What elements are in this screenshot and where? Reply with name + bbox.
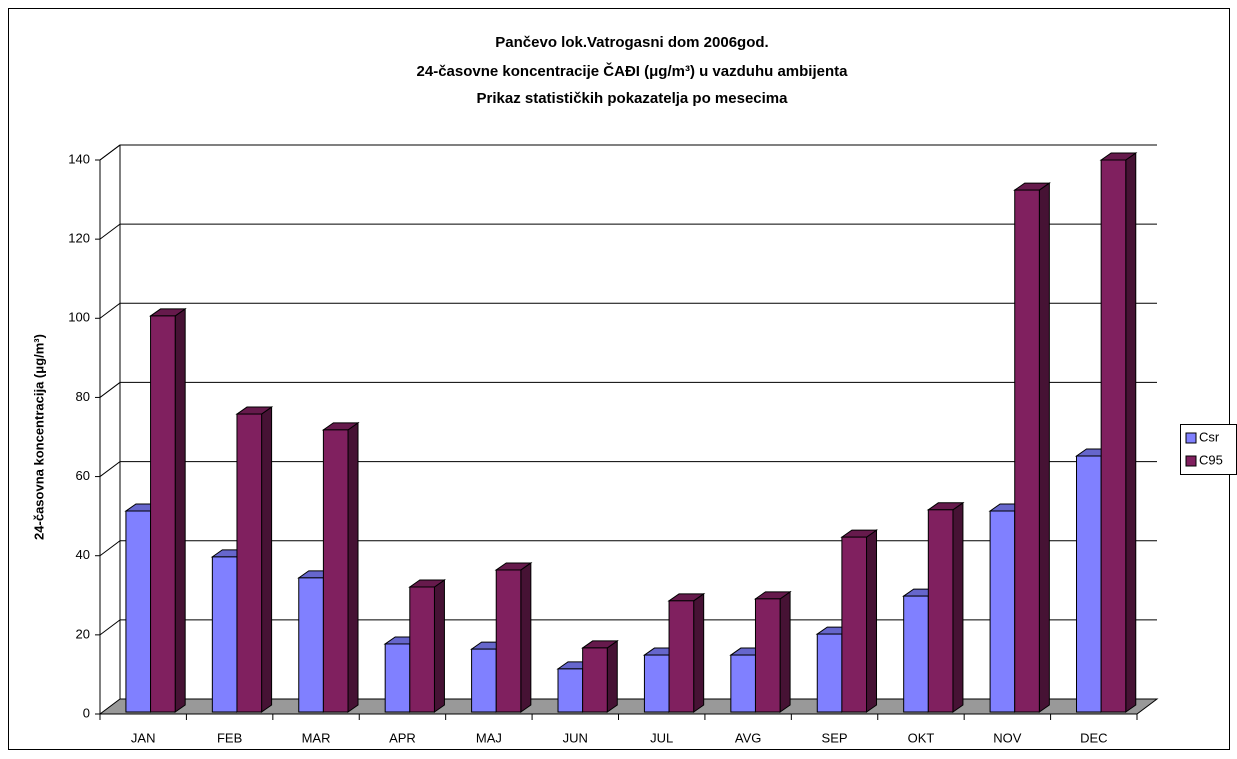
y-tick-label: 120 [68, 231, 90, 246]
x-tick-label: DEC [1080, 730, 1107, 745]
bar-side [866, 529, 878, 713]
bar [235, 406, 274, 713]
bar-front [989, 510, 1016, 713]
bar-side [433, 579, 445, 713]
x-tick-label: APR [389, 730, 416, 745]
bar-front [125, 510, 152, 713]
x-tick-label: JAN [131, 730, 156, 745]
bar [408, 579, 447, 713]
bar [753, 590, 792, 713]
bar-front [1014, 189, 1040, 713]
x-tick-label: FEB [217, 730, 242, 745]
bar [667, 592, 706, 713]
bar-front [582, 647, 608, 713]
bar-front [211, 556, 238, 713]
chart-title: Prikaz statističkih pokazatelja po mesec… [477, 90, 789, 107]
bar-side [1038, 182, 1050, 713]
x-tick-label: JUN [563, 730, 588, 745]
bar-front [903, 595, 929, 713]
x-tick-label: MAR [302, 730, 331, 745]
bar [494, 561, 533, 713]
bar-front [557, 668, 584, 713]
x-tick-label: NOV [993, 730, 1022, 745]
bar-side [174, 307, 186, 713]
bar [1099, 152, 1138, 713]
grid-line [99, 144, 1157, 161]
chart-title: 24-časovne koncentracije ČAĐI (μg/m³) u … [417, 62, 849, 80]
bar-front [643, 654, 670, 713]
y-tick-label: 140 [68, 151, 90, 166]
bar-side [693, 592, 705, 713]
x-tick-label: MAJ [476, 730, 502, 745]
grid-line [99, 461, 1157, 477]
x-tick-label: AVG [735, 730, 762, 745]
bar-side [779, 590, 791, 713]
y-axis-label: 24-časovna koncentracija (μg/m³) [31, 334, 46, 540]
grid-line [99, 619, 1157, 636]
bar-front [384, 643, 411, 713]
bar-side [347, 421, 359, 713]
x-tick-label: SEP [822, 730, 848, 745]
bar-front [150, 315, 176, 713]
y-tick-label: 100 [68, 310, 90, 325]
bar-front [1100, 159, 1127, 713]
bar-front [236, 413, 263, 713]
bar-front [754, 598, 781, 713]
y-tick-label: 20 [76, 626, 90, 641]
bar-front [841, 536, 868, 713]
bar [1013, 182, 1051, 713]
bar-side [520, 561, 532, 713]
bar [581, 639, 619, 713]
grid-line [99, 223, 1157, 240]
bar-side [261, 406, 273, 713]
bar [148, 307, 187, 713]
y-tick-label: 60 [76, 468, 90, 483]
bar [840, 529, 879, 713]
bar-side [606, 639, 618, 713]
bar-front [298, 577, 324, 713]
grid-line [99, 381, 1157, 398]
bar-front [1076, 455, 1102, 713]
bar-front [409, 586, 435, 713]
legend-swatch [1185, 455, 1197, 467]
bar-side [952, 501, 964, 713]
bar-front [927, 509, 954, 713]
legend-label: Csr [1199, 429, 1220, 444]
x-tick-label: JUL [650, 730, 673, 745]
chart-title: Pančevo lok.Vatrogasni dom 2006god. [495, 34, 768, 51]
legend-swatch [1185, 432, 1197, 444]
y-tick-label: 80 [76, 389, 90, 404]
bar-front [471, 648, 497, 713]
y-tick-label: 40 [76, 547, 90, 562]
grid-line [99, 540, 1157, 557]
bar-front [495, 569, 522, 713]
bar-front [816, 633, 843, 713]
x-tick-label: OKT [908, 730, 935, 745]
legend-label: C95 [1199, 452, 1223, 467]
y-tick-label: 0 [83, 705, 90, 720]
bar [321, 421, 360, 713]
bar-front [730, 654, 756, 713]
bar-front [322, 429, 349, 713]
bar [926, 501, 965, 713]
bar-front [668, 600, 695, 713]
grid-line [99, 302, 1157, 319]
bar-side [1125, 152, 1137, 713]
